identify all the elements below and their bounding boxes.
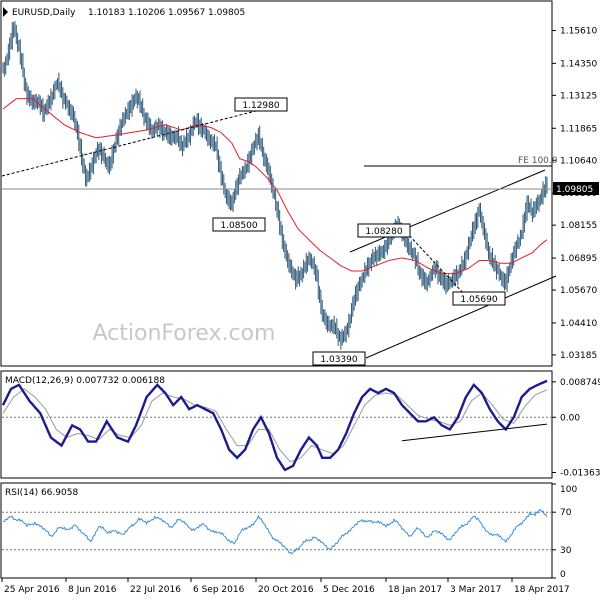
- x-tick-label: 22 Jul 2016: [130, 585, 181, 595]
- rsi-panel-frame: [0, 482, 553, 579]
- price-panel-frame: [0, 0, 553, 367]
- rsi-tick-label: 100: [560, 485, 577, 495]
- price-tick-label: 1.11865: [560, 124, 597, 134]
- macd-tick-label: 0.00: [560, 413, 580, 423]
- label-1-12980: 1.12980: [234, 97, 288, 112]
- watermark: ActionForex.com: [93, 321, 276, 346]
- price-tick-label: 1.05670: [560, 286, 597, 296]
- x-tick-label: 3 Mar 2017: [450, 585, 501, 595]
- x-tick-label: 6 Sep 2016: [193, 585, 245, 595]
- macd-tick-label: -0.013634: [560, 468, 600, 478]
- macd-panel-frame: [0, 370, 553, 479]
- x-tick-label: 5 Dec 2016: [323, 585, 375, 595]
- macd-signal-line: [2, 388, 548, 463]
- channel-upper-line: [349, 169, 546, 253]
- price-tick-label: 1.14350: [560, 59, 597, 69]
- channel-lower-line: [365, 275, 557, 359]
- price-tick-label: 1.15610: [560, 26, 597, 36]
- price-bars: [2, 21, 548, 350]
- price-tick-label: 1.06895: [560, 254, 597, 264]
- rsi-y-axis: 100 70 30 0: [552, 483, 577, 580]
- price-tick-label: 1.04410: [560, 319, 597, 329]
- ohlc-high: 1.10206: [128, 8, 165, 18]
- x-tick-label: 18 Apr 2017: [514, 585, 570, 595]
- price-tick-label: 1.13125: [560, 91, 597, 101]
- rsi-tick-label: 30: [560, 546, 572, 556]
- svg-text:1.05690: 1.05690: [460, 295, 497, 305]
- price-title: EURUSD,Daily 1.10183 1.10206 1.09567 1.0…: [3, 7, 245, 18]
- x-tick-label: 18 Jan 2017: [388, 585, 442, 595]
- x-tick-label: 8 Jun 2016: [68, 585, 117, 595]
- price-tick-label: 1.03185: [560, 351, 597, 361]
- price-title-text: EURUSD,Daily: [12, 8, 76, 18]
- dashed-trend-line: [1, 103, 284, 177]
- x-tick-label: 20 Oct 2016: [258, 585, 314, 595]
- x-axis: 25 Apr 2016 8 Jun 2016 22 Jul 2016 6 Sep 20…: [1, 578, 570, 595]
- svg-text:1.09805: 1.09805: [556, 185, 593, 195]
- svg-text:1.03390: 1.03390: [320, 355, 357, 365]
- ohlc-close: 1.09805: [208, 8, 245, 18]
- label-1-05690: 1.05690: [452, 291, 506, 306]
- trend-lines: [1, 103, 557, 359]
- svg-text:1.08500: 1.08500: [220, 221, 257, 231]
- label-1-03390: 1.03390: [312, 351, 366, 366]
- current-price-marker: 1.09805: [553, 182, 599, 195]
- macd-trend-line: [401, 423, 548, 442]
- macd-tick-label: 0.008749: [560, 378, 600, 388]
- rsi-tick-label: 70: [560, 508, 572, 518]
- price-tick-label: 1.08155: [560, 221, 597, 231]
- macd-title: MACD(12,26,9) 0.007732 0.006188: [5, 376, 165, 386]
- macd-line: [1, 379, 548, 472]
- svg-text:1.12980: 1.12980: [242, 101, 279, 111]
- ohlc-open: 1.10183: [88, 8, 125, 18]
- svg-text:1.08280: 1.08280: [365, 227, 402, 237]
- price-tick-label: 1.10640: [560, 156, 597, 166]
- ema-line: [2, 98, 548, 275]
- macd-y-axis: 0.008749 0.00 -0.013634: [552, 378, 600, 478]
- label-1-08500: 1.08500: [212, 217, 266, 232]
- rsi-tick-label: 0: [560, 570, 566, 580]
- label-1-08280: 1.08280: [357, 223, 411, 238]
- rsi-title: RSI(14) 66.9058: [5, 488, 78, 498]
- x-tick-label: 25 Apr 2016: [4, 585, 60, 595]
- ohlc-low: 1.09567: [168, 8, 205, 18]
- fe-label: FE 100.0: [518, 156, 558, 166]
- rsi-line: [2, 508, 548, 555]
